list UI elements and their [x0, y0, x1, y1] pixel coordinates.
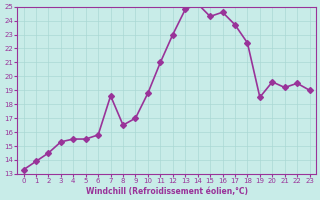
X-axis label: Windchill (Refroidissement éolien,°C): Windchill (Refroidissement éolien,°C): [85, 187, 248, 196]
